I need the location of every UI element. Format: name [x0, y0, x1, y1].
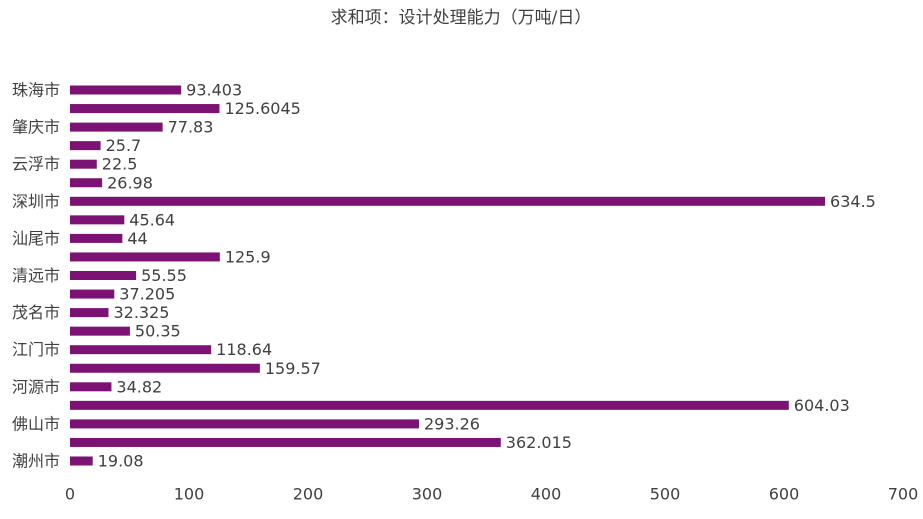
value-label: 55.55	[141, 266, 187, 285]
value-label: 293.26	[424, 414, 480, 433]
bar	[70, 252, 220, 262]
y-tick-label: 云浮市	[12, 155, 60, 174]
value-label: 118.64	[216, 340, 272, 359]
value-label: 362.015	[506, 433, 572, 452]
value-label: 32.325	[113, 303, 169, 322]
bar	[70, 215, 125, 225]
bar	[70, 159, 97, 169]
value-label: 19.08	[98, 452, 144, 471]
y-tick-label: 肇庆市	[12, 118, 60, 137]
value-label: 634.5	[830, 192, 876, 211]
x-tick-label: 0	[65, 485, 75, 504]
value-label: 44	[127, 229, 147, 248]
value-label: 77.83	[168, 118, 214, 137]
y-tick-label: 珠海市	[12, 81, 60, 100]
bar	[70, 233, 123, 243]
bar	[70, 122, 163, 132]
x-tick-label: 300	[412, 485, 443, 504]
value-label: 159.57	[265, 359, 321, 378]
value-label: 26.98	[107, 173, 153, 192]
y-tick-label: 汕尾市	[12, 229, 60, 248]
bar	[70, 419, 419, 429]
y-tick-label: 佛山市	[12, 414, 60, 433]
value-label: 34.82	[116, 377, 162, 396]
y-tick-label: 潮州市	[12, 452, 60, 471]
chart-title: 求和项：设计处理能力（万吨/日）	[331, 8, 592, 28]
x-tick-label: 600	[769, 485, 800, 504]
bar	[70, 437, 501, 447]
x-tick-label: 700	[888, 485, 919, 504]
value-label: 45.64	[129, 210, 175, 229]
x-tick-label: 400	[531, 485, 562, 504]
value-label: 125.6045	[224, 99, 300, 118]
bar	[70, 196, 826, 206]
value-label: 25.7	[106, 136, 142, 155]
value-label: 50.35	[135, 322, 181, 341]
x-tick-label: 100	[174, 485, 205, 504]
value-label: 37.205	[119, 285, 175, 304]
bar	[70, 178, 103, 188]
value-label: 604.03	[794, 396, 850, 415]
value-label: 125.9	[225, 247, 271, 266]
bar	[70, 456, 93, 466]
bar	[70, 345, 212, 355]
bar	[70, 271, 137, 280]
y-tick-label: 清远市	[12, 266, 60, 285]
value-label: 22.5	[102, 155, 138, 174]
y-tick-label: 江门市	[12, 340, 60, 359]
bar	[70, 104, 220, 114]
bar	[70, 308, 109, 318]
value-label: 93.403	[186, 81, 242, 100]
x-tick-label: 200	[293, 485, 324, 504]
y-tick-label: 茂名市	[12, 303, 60, 322]
bar	[70, 85, 182, 95]
x-tick-label: 500	[650, 485, 681, 504]
bar	[70, 141, 101, 151]
bar	[70, 289, 115, 299]
bar	[70, 326, 130, 336]
y-tick-label: 河源市	[12, 377, 60, 396]
bar	[70, 400, 789, 410]
bar	[70, 382, 112, 392]
y-tick-label: 深圳市	[12, 192, 60, 211]
bar	[70, 363, 260, 373]
